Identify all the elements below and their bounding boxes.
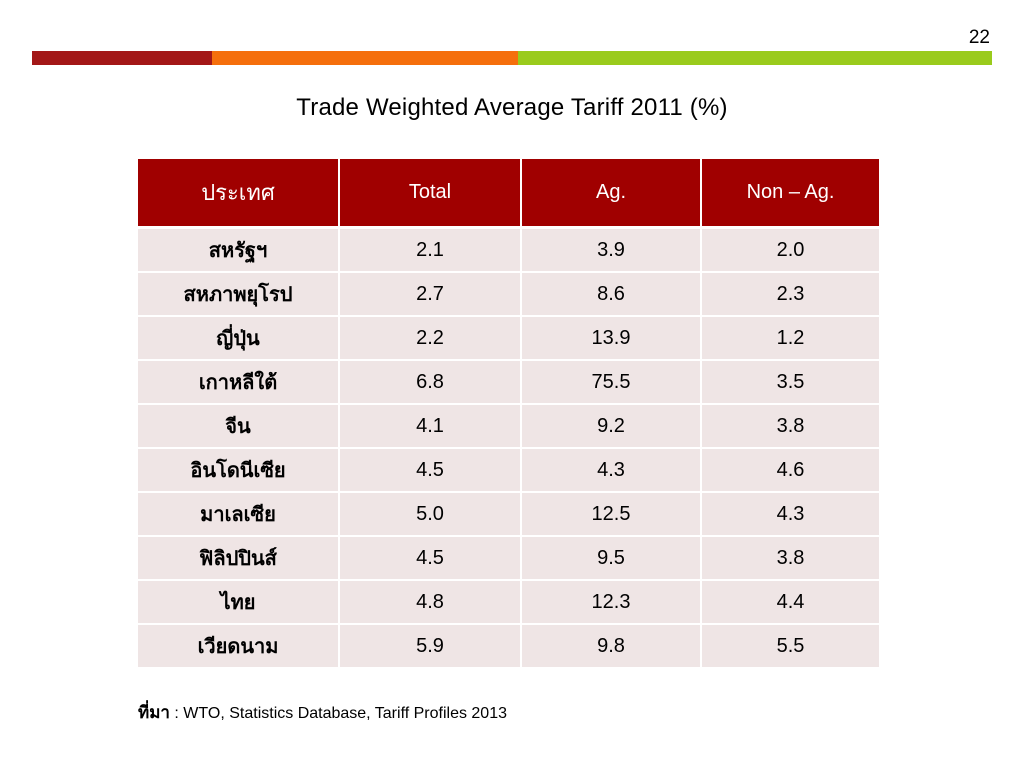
header-bar-orange-segment xyxy=(212,51,518,65)
total-cell: 2.1 xyxy=(339,227,522,273)
country-cell: อินโดนีเซีย xyxy=(138,448,340,493)
non-ag-cell: 3.5 xyxy=(701,360,879,405)
country-cell: ญี่ปุ่น xyxy=(138,316,340,361)
header-bar-red-segment xyxy=(32,51,212,65)
table-row: อินโดนีเซีย 4.5 4.3 4.6 xyxy=(138,448,879,493)
total-cell: 5.0 xyxy=(339,492,522,537)
ag-cell: 12.3 xyxy=(521,580,702,625)
header-ag: Ag. xyxy=(521,159,702,228)
ag-cell: 9.2 xyxy=(521,404,702,449)
page-number: 22 xyxy=(968,27,990,48)
table-header-row: ประเทศ Total Ag. Non – Ag. xyxy=(138,159,879,228)
non-ag-cell: 4.6 xyxy=(701,448,879,493)
non-ag-cell: 3.8 xyxy=(701,404,879,449)
header-non-ag: Non – Ag. xyxy=(701,159,879,228)
country-cell: สหรัฐฯ xyxy=(138,227,340,273)
header-total: Total xyxy=(339,159,522,228)
table-row: มาเลเซีย 5.0 12.5 4.3 xyxy=(138,492,879,537)
ag-cell: 9.5 xyxy=(521,536,702,581)
country-cell: เวียดนาม xyxy=(138,624,340,669)
ag-cell: 4.3 xyxy=(521,448,702,493)
country-cell: เกาหลีใต้ xyxy=(138,360,340,405)
header-bar-green-segment xyxy=(518,51,992,65)
total-cell: 2.7 xyxy=(339,272,522,317)
ag-cell: 9.8 xyxy=(521,624,702,669)
total-cell: 4.5 xyxy=(339,536,522,581)
non-ag-cell: 2.0 xyxy=(701,227,879,273)
ag-cell: 12.5 xyxy=(521,492,702,537)
total-cell: 4.1 xyxy=(339,404,522,449)
ag-cell: 75.5 xyxy=(521,360,702,405)
non-ag-cell: 2.3 xyxy=(701,272,879,317)
table-row: ไทย 4.8 12.3 4.4 xyxy=(138,580,879,625)
header-color-bar xyxy=(32,51,992,65)
non-ag-cell: 3.8 xyxy=(701,536,879,581)
country-cell: สหภาพยุโรป xyxy=(138,272,340,317)
source-note: ที่มา : WTO, Statistics Database, Tariff… xyxy=(138,702,507,725)
country-cell: มาเลเซีย xyxy=(138,492,340,537)
tariff-table: ประเทศ Total Ag. Non – Ag. สหรัฐฯ 2.1 3.9 2… xyxy=(138,159,879,669)
table-row: สหภาพยุโรป 2.7 8.6 2.3 xyxy=(138,272,879,317)
ag-cell: 13.9 xyxy=(521,316,702,361)
source-label: ที่มา xyxy=(138,703,170,723)
total-cell: 6.8 xyxy=(339,360,522,405)
total-cell: 4.5 xyxy=(339,448,522,493)
table-row: เกาหลีใต้ 6.8 75.5 3.5 xyxy=(138,360,879,405)
country-cell: ฟิลิปปินส์ xyxy=(138,536,340,581)
country-cell: จีน xyxy=(138,404,340,449)
non-ag-cell: 1.2 xyxy=(701,316,879,361)
header-country: ประเทศ xyxy=(138,159,340,228)
slide-title: Trade Weighted Average Tariff 2011 (%) xyxy=(296,94,728,121)
country-cell: ไทย xyxy=(138,580,340,625)
total-cell: 5.9 xyxy=(339,624,522,669)
total-cell: 2.2 xyxy=(339,316,522,361)
table-row: จีน 4.1 9.2 3.8 xyxy=(138,404,879,449)
table-row: เวียดนาม 5.9 9.8 5.5 xyxy=(138,624,879,669)
non-ag-cell: 4.3 xyxy=(701,492,879,537)
table-row: ญี่ปุ่น 2.2 13.9 1.2 xyxy=(138,316,879,361)
table-body: สหรัฐฯ 2.1 3.9 2.0 สหภาพยุโรป 2.7 8.6 2.3 ญี่ปุ่… xyxy=(138,227,879,669)
total-cell: 4.8 xyxy=(339,580,522,625)
non-ag-cell: 5.5 xyxy=(701,624,879,669)
ag-cell: 3.9 xyxy=(521,227,702,273)
non-ag-cell: 4.4 xyxy=(701,580,879,625)
table-row: สหรัฐฯ 2.1 3.9 2.0 xyxy=(138,227,879,273)
source-text: : WTO, Statistics Database, Tariff Profi… xyxy=(169,705,507,722)
table-row: ฟิลิปปินส์ 4.5 9.5 3.8 xyxy=(138,536,879,581)
ag-cell: 8.6 xyxy=(521,272,702,317)
